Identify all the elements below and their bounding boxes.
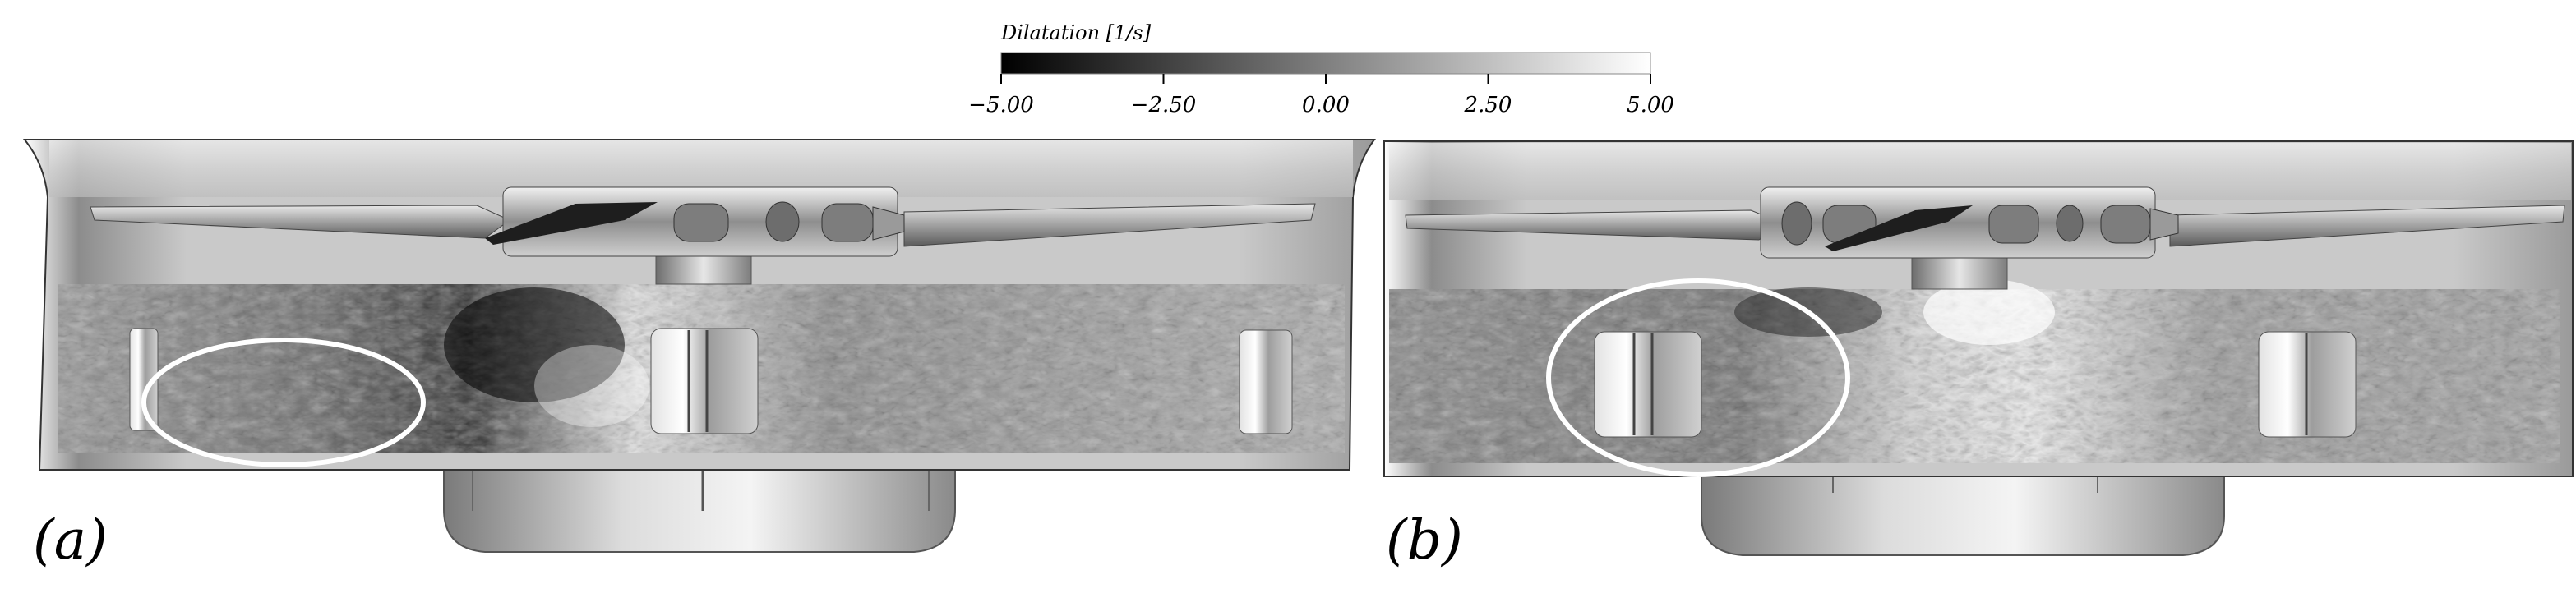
panel-b-pod <box>1701 467 2225 556</box>
panel-b-blade-right <box>2169 205 2565 247</box>
panel-a-label: (a) <box>33 508 108 572</box>
colorbar-title: Dilatation [1/s] <box>1000 21 1152 44</box>
colorbar: Dilatation [1/s] −5.00 −2.50 0.00 2.50 5.00 <box>968 21 1674 117</box>
panel-a-blade-left <box>90 205 510 239</box>
panel-a-blade-right <box>903 203 1316 247</box>
colorbar-tick-label: 2.50 <box>1464 93 1512 117</box>
panel-a: (a) <box>22 139 1376 572</box>
panel-b: (b) <box>1383 140 2574 572</box>
panel-b-hub <box>1760 186 2156 259</box>
panel-a-highlight-ellipse <box>141 338 426 467</box>
panel-a-rudder-left <box>129 328 159 431</box>
panel-b-dilatation-field <box>1389 279 2560 463</box>
panel-b-highlight-ellipse <box>1546 278 1850 477</box>
colorbar-gradient <box>1000 52 1651 75</box>
colorbar-tick-label: −5.00 <box>968 93 1034 117</box>
colorbar-tick-label: 0.00 <box>1302 93 1350 117</box>
panel-a-pod <box>443 459 956 553</box>
panel-b-label: (b) <box>1386 508 1463 572</box>
colorbar-tick-label: 5.00 <box>1627 93 1674 117</box>
colorbar-ticks: −5.00 −2.50 0.00 2.50 5.00 <box>968 74 1674 117</box>
panel-a-rudder-center <box>650 328 759 434</box>
panel-a-rudder-right <box>1239 329 1293 434</box>
panel-b-rudder-left <box>1594 331 1702 438</box>
colorbar-tick-label: −2.50 <box>1131 93 1197 117</box>
